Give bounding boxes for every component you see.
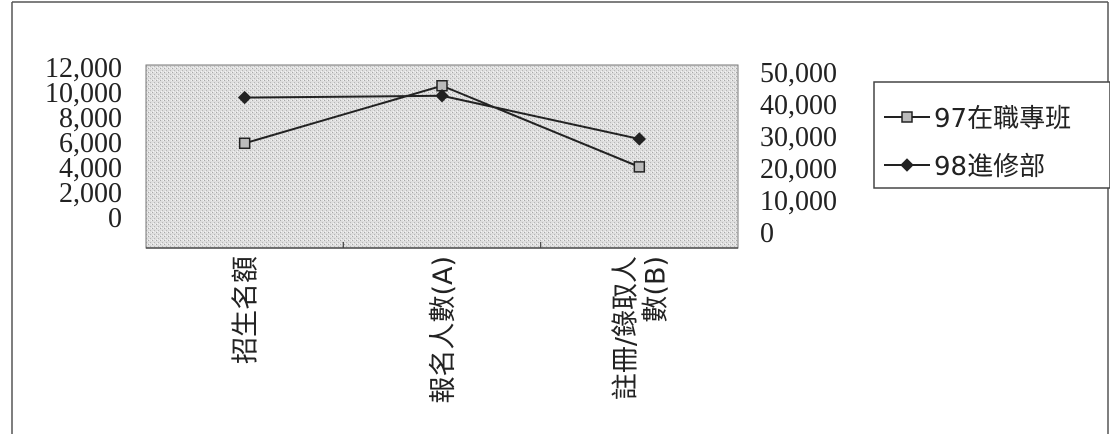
- diamond-marker: [632, 132, 647, 146]
- left-tick-label: 8,000: [59, 103, 122, 134]
- category-label: 報名人數(A): [428, 256, 459, 404]
- category-labels: 招生名額 報名人數(A) 註冊/錄取人 數(B): [231, 256, 672, 404]
- category-label: 註冊/錄取人: [610, 256, 641, 400]
- square-marker: [633, 161, 646, 173]
- legend: 97在職專班 98進修部: [873, 81, 1110, 189]
- series-group: [237, 80, 647, 173]
- category-label: 招生名額: [231, 256, 262, 364]
- diamond-marker: [237, 90, 252, 105]
- left-tick-label: 6,000: [59, 128, 122, 159]
- square-marker: [238, 137, 251, 150]
- left-tick-label: 12,000: [45, 53, 122, 84]
- legend-box: [873, 81, 1110, 189]
- left-tick-label: 10,000: [45, 78, 122, 109]
- right-tick-label: 50,000: [760, 58, 837, 89]
- legend-label: 97在職專班: [934, 104, 1071, 134]
- category-label: 數(B): [640, 256, 671, 323]
- square-marker: [901, 111, 913, 123]
- right-tick-label: 10,000: [760, 186, 837, 217]
- right-tick-label: 20,000: [760, 154, 837, 185]
- diamond-marker: [435, 89, 449, 103]
- right-tick-label: 30,000: [760, 122, 837, 153]
- left-tick-label: 4,000: [59, 153, 122, 184]
- right-tick-label: 0: [760, 218, 774, 249]
- right-tick-label: 40,000: [760, 90, 837, 121]
- axes-group: [146, 242, 738, 249]
- left-tick-label: 0: [108, 203, 122, 234]
- diamond-marker: [900, 158, 914, 172]
- left-tick-label: 2,000: [59, 178, 122, 209]
- legend-label: 98進修部: [934, 152, 1045, 182]
